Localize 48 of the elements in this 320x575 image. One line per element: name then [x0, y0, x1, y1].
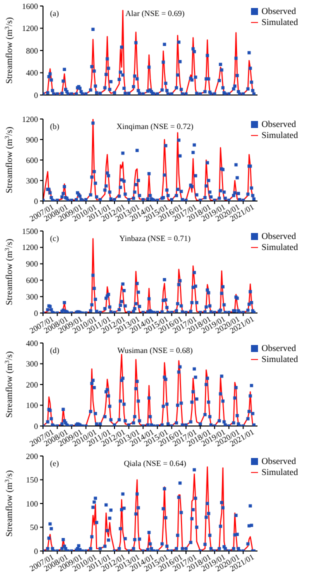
annotation: (d): [50, 346, 60, 355]
line-series: [43, 354, 254, 426]
legend-label: Observed: [262, 119, 296, 129]
y-tick-label: 1200: [22, 114, 38, 124]
legend-label: Simulated: [262, 354, 298, 364]
legend-label: Observed: [262, 456, 296, 466]
legend-label: Simulated: [262, 242, 298, 252]
y-tick-label: 1200: [22, 24, 38, 34]
y-tick-label: 0: [34, 196, 38, 206]
annotation: (b): [50, 122, 60, 131]
chart-title: Xinqiman (NSE = 0.72): [116, 122, 194, 131]
annotation: (a): [50, 9, 59, 18]
legend-label: Simulated: [262, 467, 298, 477]
y-tick-label: 900: [26, 135, 38, 144]
y-tick-label: 300: [26, 292, 38, 302]
y-tick-label: 0: [34, 422, 38, 431]
y-tick-label: 400: [26, 68, 38, 78]
y-tick-label: 300: [26, 360, 38, 369]
chart-title: Qiala (NSE = 0.64): [122, 459, 188, 468]
chart-title: Alar (NSE = 0.69): [124, 9, 186, 18]
annotation: (c): [50, 234, 59, 243]
legend-label: Simulated: [262, 17, 298, 27]
y-tick-label: 100: [26, 401, 38, 410]
y-tick-label: 1500: [22, 226, 38, 236]
line-series: [43, 10, 254, 94]
legend-label: Observed: [262, 6, 296, 16]
y-tick-label: 600: [26, 276, 38, 286]
y-tick-label: 200: [26, 452, 38, 461]
chart-title: Yinbaza (NSE = 0.71): [118, 234, 192, 243]
y-tick-label: 1200: [22, 243, 38, 252]
y-tick-label: 300: [26, 176, 38, 186]
y-tick-label: 150: [26, 476, 38, 485]
y-tick-label: 0: [34, 546, 38, 556]
y-tick-label: 0: [34, 308, 38, 318]
legend-label: Simulated: [262, 130, 298, 140]
y-tick-label: 0: [34, 90, 38, 100]
chart-title: Wusiman (NSE = 0.68): [116, 346, 194, 355]
y-tick-label: 600: [26, 156, 38, 165]
y-tick-label: 900: [26, 260, 38, 269]
y-tick-label: 800: [26, 46, 38, 56]
y-tick-label: 50: [30, 523, 38, 532]
y-tick-label: 100: [26, 499, 38, 508]
annotation: (e): [50, 459, 59, 468]
y-tick-label: 1600: [22, 2, 38, 11]
y-tick-label: 400: [26, 338, 38, 348]
legend-label: Observed: [262, 231, 296, 241]
y-tick-label: 200: [26, 380, 38, 390]
legend-label: Observed: [262, 343, 296, 353]
